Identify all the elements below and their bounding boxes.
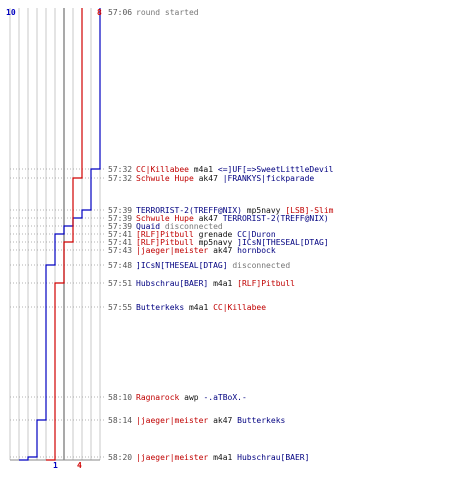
event-text: [RLF]Pitbull mp5navy ]ICsN[THESEAL[DTAG]	[136, 238, 329, 247]
event-row: 57:55 Butterkeks m4a1 CC|Killabee	[108, 303, 266, 312]
event-text: |jaeger|meister ak47 hornbock	[136, 246, 276, 255]
event-row: 57:39 Quaid disconnected	[108, 222, 223, 231]
event-segment: Schwule Hupe	[136, 214, 194, 223]
event-text: Hubschrau[BAER] m4a1 [RLF]Pitbull	[136, 279, 295, 288]
event-segment: ak47	[208, 246, 237, 255]
event-segment: mp5navy	[242, 206, 285, 215]
red-end-count: 4	[77, 461, 82, 470]
event-segment: m4a1	[189, 165, 218, 174]
event-segment: <=]UF[=>SweetLittleDevil	[218, 165, 334, 174]
event-segment: ak47	[208, 416, 237, 425]
event-segment: Butterkeks	[136, 303, 184, 312]
event-segment: awp	[179, 393, 203, 402]
event-text: Butterkeks m4a1 CC|Killabee	[136, 303, 266, 312]
event-time: 57:41	[108, 238, 132, 247]
event-text: Schwule Hupe ak47 TERRORIST-2(TREFF@NIX)	[136, 214, 329, 223]
blue-start-count: 10	[6, 8, 16, 17]
event-row: 57:32 Schwule Hupe ak47 |FRANKYS|fickpara…	[108, 174, 314, 183]
event-segment: m4a1	[208, 279, 237, 288]
event-time: 58:14	[108, 416, 132, 425]
event-time: 57:32	[108, 165, 132, 174]
event-segment: round started	[136, 8, 199, 17]
event-row: 57:39 TERRORIST-2(TREFF@NIX) mp5navy [LSB…	[108, 206, 334, 215]
event-row: 58:14 |jaeger|meister ak47 Butterkeks	[108, 416, 286, 425]
event-text: round started	[136, 8, 199, 17]
event-time: 58:20	[108, 453, 132, 462]
event-segment: Hubschrau[BAER]	[237, 453, 309, 462]
event-text: TERRORIST-2(TREFF@NIX) mp5navy [LSB]-Sli…	[136, 206, 334, 215]
event-row: 57:41 [RLF]Pitbull mp5navy ]ICsN[THESEAL[…	[108, 238, 329, 247]
event-text: [RLF]Pitbull grenade CC|Duron	[136, 230, 276, 239]
event-segment: |jaeger|meister	[136, 416, 208, 425]
event-time: 57:06	[108, 8, 132, 17]
event-segment: mp5navy	[194, 238, 237, 247]
event-time: 57:48	[108, 261, 132, 270]
event-row: 57:48 ]ICsN[THESEAL[DTAG] disconnected	[108, 261, 290, 270]
event-segment: [RLF]Pitbull	[136, 238, 194, 247]
event-segment: disconnected	[160, 222, 223, 231]
event-time: 57:51	[108, 279, 132, 288]
event-time: 57:39	[108, 222, 132, 231]
event-segment: [RLF]Pitbull	[136, 230, 194, 239]
event-segment: ak47	[194, 174, 223, 183]
event-segment: CC|Duron	[237, 230, 276, 239]
event-log: 57:06 round started 57:32 CC|Killabee m4a1 …	[108, 8, 334, 462]
event-text: |jaeger|meister ak47 Butterkeks	[136, 416, 286, 425]
event-segment: |FRANKYS|fickparade	[223, 174, 315, 183]
event-time: 57:55	[108, 303, 132, 312]
event-segment: disconnected	[228, 261, 291, 270]
event-text: |jaeger|meister m4a1 Hubschrau[BAER]	[136, 453, 309, 462]
event-segment: hornbock	[237, 246, 276, 255]
event-segment: TERRORIST-2(TREFF@NIX)	[136, 206, 242, 215]
event-row: 57:43 |jaeger|meister ak47 hornbock	[108, 246, 276, 255]
event-segment: ]ICsN[THESEAL[DTAG]	[136, 261, 228, 270]
event-segment: [RLF]Pitbull	[237, 279, 295, 288]
event-segment: ak47	[194, 214, 223, 223]
event-segment: Schwule Hupe	[136, 174, 194, 183]
event-segment: m4a1	[208, 453, 237, 462]
event-text: Quaid disconnected	[136, 222, 223, 231]
row-leaders	[10, 168, 106, 458]
red-team-count-line	[46, 8, 83, 461]
event-time: 57:43	[108, 246, 132, 255]
event-row: 57:06 round started	[108, 8, 199, 17]
event-text: Schwule Hupe ak47 |FRANKYS|fickparade	[136, 174, 314, 183]
event-row: 57:41 [RLF]Pitbull grenade CC|Duron	[108, 230, 276, 239]
event-time: 57:39	[108, 206, 132, 215]
event-segment: CC|Killabee	[136, 165, 189, 174]
event-time: 57:41	[108, 230, 132, 239]
event-segment: Hubschrau[BAER]	[136, 279, 208, 288]
event-segment: -.aTBoX.-	[203, 393, 246, 402]
event-segment: Butterkeks	[237, 416, 285, 425]
series-lines	[19, 8, 101, 461]
event-time: 58:10	[108, 393, 132, 402]
event-row: 58:10 Ragnarock awp -.aTBoX.-	[108, 393, 247, 402]
event-row: 57:32 CC|Killabee m4a1 <=]UF[=>SweetLittl…	[108, 165, 334, 174]
event-row: 57:39 Schwule Hupe ak47 TERRORIST-2(TREFF…	[108, 214, 329, 223]
event-time: 57:39	[108, 214, 132, 223]
blue-team-count-line	[19, 8, 101, 461]
event-segment: TERRORIST-2(TREFF@NIX)	[223, 214, 329, 223]
event-row: 58:20 |jaeger|meister m4a1 Hubschrau[BAER…	[108, 453, 309, 462]
event-segment: |jaeger|meister	[136, 246, 208, 255]
event-segment: CC|Killabee	[213, 303, 266, 312]
event-text: Ragnarock awp -.aTBoX.-	[136, 393, 247, 402]
event-segment: |jaeger|meister	[136, 453, 208, 462]
event-segment: Quaid	[136, 222, 160, 231]
event-row: 57:51 Hubschrau[BAER] m4a1 [RLF]Pitbull	[108, 279, 295, 288]
event-segment: grenade	[194, 230, 237, 239]
event-text: ]ICsN[THESEAL[DTAG] disconnected	[136, 261, 290, 270]
event-time: 57:32	[108, 174, 132, 183]
event-segment: [LSB]-Slim	[285, 206, 333, 215]
event-text: CC|Killabee m4a1 <=]UF[=>SweetLittleDevi…	[136, 165, 334, 174]
event-segment: Ragnarock	[136, 393, 180, 402]
event-segment: ]ICsN[THESEAL[DTAG]	[237, 238, 329, 247]
red-start-count: 8	[97, 8, 102, 17]
event-segment: m4a1	[184, 303, 213, 312]
blue-end-count: 1	[53, 461, 58, 470]
